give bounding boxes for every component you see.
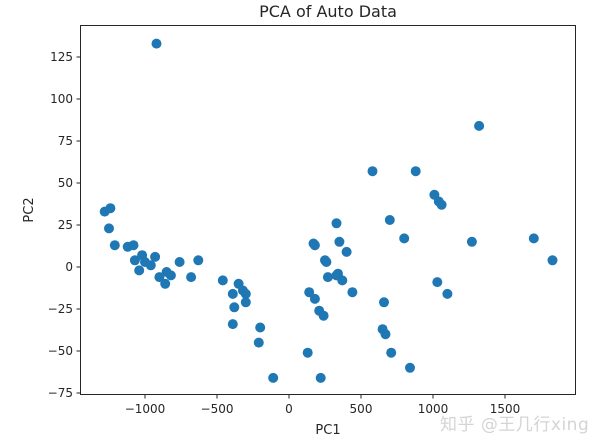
y-tick-label: 50 [58, 176, 73, 190]
y-tick-label: 0 [65, 260, 73, 274]
x-tick-label: −500 [201, 402, 234, 416]
data-point [227, 319, 238, 330]
data-point [253, 337, 264, 348]
data-point [436, 199, 447, 210]
data-point [165, 270, 176, 281]
data-point [318, 310, 329, 321]
data-point [134, 265, 145, 276]
data-point [302, 347, 313, 358]
data-point [432, 277, 443, 288]
data-point [128, 240, 139, 251]
data-point [105, 203, 116, 214]
data-point [154, 272, 165, 283]
data-point [129, 255, 140, 266]
data-point [255, 322, 266, 333]
data-point [160, 278, 171, 289]
data-point [104, 223, 114, 234]
data-point [466, 236, 477, 247]
x-tick-label: 500 [350, 402, 373, 416]
x-tick-label: 0 [285, 402, 293, 416]
data-point [399, 233, 410, 244]
data-point [405, 362, 415, 373]
data-point [109, 240, 120, 251]
data-point [442, 288, 453, 299]
x-tick-label: −1000 [125, 402, 166, 416]
data-point [528, 233, 539, 244]
y-tick-label: −25 [48, 302, 73, 316]
data-point [227, 288, 238, 299]
data-point [367, 166, 378, 177]
data-point [174, 257, 185, 267]
chart-title: PCA of Auto Data [259, 2, 397, 21]
x-tick-label: 1500 [490, 402, 521, 416]
x-tick-label: 1000 [418, 402, 449, 416]
data-point [309, 240, 320, 251]
data-point [193, 255, 204, 266]
data-point [150, 251, 161, 262]
data-point [322, 272, 333, 283]
data-point [386, 347, 397, 358]
y-axis-ticks: −75 −50 −25 0 25 50 75 100 125 [48, 50, 81, 400]
data-point [347, 287, 358, 298]
data-point [331, 218, 342, 229]
data-point [474, 120, 485, 131]
x-axis-ticks: −1000 −500 0 500 1000 1500 [125, 394, 521, 416]
y-tick-label: 125 [50, 50, 73, 64]
y-tick-label: 75 [58, 134, 73, 148]
data-point [380, 329, 391, 340]
data-point [304, 287, 315, 298]
data-point [229, 302, 240, 313]
scatter-points [99, 38, 558, 383]
data-point [151, 38, 162, 49]
data-point [309, 293, 320, 304]
y-axis-label: PC2 [22, 197, 37, 222]
data-point [186, 272, 197, 283]
y-tick-label: −75 [48, 386, 73, 400]
y-tick-label: 25 [58, 218, 73, 232]
data-point [315, 372, 326, 383]
y-tick-label: −50 [48, 344, 73, 358]
y-tick-label: 100 [50, 92, 73, 106]
data-point [341, 246, 352, 257]
data-point [240, 288, 251, 299]
data-point [410, 166, 421, 177]
data-point [337, 275, 348, 286]
data-point [384, 215, 395, 225]
data-point [334, 236, 345, 247]
data-point [217, 275, 228, 286]
data-point [547, 255, 558, 266]
data-point [379, 297, 389, 308]
plot-frame [80, 25, 576, 395]
data-point [321, 257, 332, 267]
x-axis-label: PC1 [315, 423, 340, 438]
data-point [145, 260, 156, 271]
watermark: 知乎 @王几行xing [440, 415, 590, 435]
data-point [268, 372, 279, 383]
data-point [240, 297, 251, 308]
